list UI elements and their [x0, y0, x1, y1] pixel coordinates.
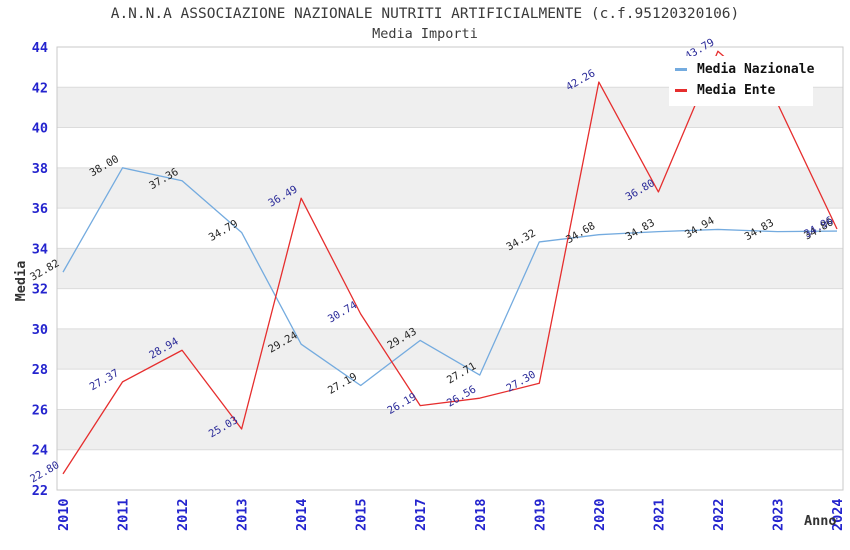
- x-axis-title: Anno: [804, 513, 837, 529]
- legend-item-media-nazionale: Media Nazionale: [675, 59, 814, 80]
- y-axis-title: Media: [13, 260, 29, 302]
- y-tick-label: 40: [32, 121, 48, 137]
- y-tick-label: 44: [32, 40, 48, 56]
- band: [57, 328, 843, 370]
- y-tick-label: 28: [32, 362, 48, 378]
- x-tick-label: 2021: [651, 498, 667, 531]
- point-label: 27.37: [88, 367, 121, 393]
- y-tick-label: 22: [32, 483, 48, 499]
- point-label: 27.19: [326, 371, 359, 397]
- y-tick-label: 26: [32, 402, 48, 418]
- y-tick-label: 34: [32, 241, 48, 257]
- point-label: 34.79: [207, 218, 240, 244]
- x-tick-label: 2018: [473, 498, 489, 531]
- legend-label-ente: Media Ente: [697, 83, 776, 98]
- point-label: 34.83: [743, 217, 776, 243]
- x-tick-label: 2013: [235, 498, 251, 531]
- point-label: 22.80: [28, 459, 61, 485]
- x-tick-label: 2017: [413, 498, 429, 531]
- y-tick-label: 36: [32, 201, 48, 217]
- x-tick-label: 2014: [294, 498, 310, 531]
- chart-subtitle: Media Importi: [372, 26, 478, 42]
- point-label: 27.30: [504, 368, 537, 394]
- band: [57, 409, 843, 450]
- x-tick-label: 2012: [175, 498, 191, 531]
- band: [57, 248, 843, 289]
- x-tick-label: 2019: [532, 498, 548, 531]
- x-tick-label: 2024: [830, 498, 846, 531]
- legend: Media Nazionale Media Ente: [669, 56, 814, 106]
- legend-label-nazionale: Media Nazionale: [697, 62, 815, 77]
- x-tick-label: 2011: [116, 498, 132, 531]
- point-label: 34.68: [564, 220, 597, 246]
- legend-swatch-nazionale-icon: [675, 68, 687, 71]
- band: [57, 167, 843, 209]
- legend-item-media-ente: Media Ente: [675, 80, 807, 101]
- legend-swatch-ente-icon: [675, 89, 687, 92]
- point-label: 32.82: [28, 257, 61, 283]
- point-label: 34.83: [624, 217, 657, 243]
- point-label: 34.94: [683, 215, 716, 241]
- point-label: 34.96: [802, 214, 835, 240]
- point-label: 26.56: [445, 383, 478, 409]
- y-tick-label: 32: [32, 282, 48, 298]
- x-tick-label: 2022: [711, 498, 727, 531]
- y-tick-label: 38: [32, 161, 48, 177]
- x-tick-label: 2010: [56, 498, 72, 531]
- chart-title: A.N.N.A ASSOCIAZIONE NAZIONALE NUTRITI A…: [110, 6, 740, 22]
- y-tick-label: 42: [32, 80, 48, 96]
- series-line-media-nazionale: [62, 167, 838, 387]
- x-tick-label: 2020: [592, 498, 608, 531]
- x-tick-label: 2015: [354, 498, 370, 531]
- x-tick-label: 2023: [770, 498, 786, 531]
- y-tick-label: 30: [32, 322, 48, 338]
- y-tick-label: 24: [32, 443, 48, 459]
- point-label: 30.74: [326, 299, 359, 325]
- plot-border: [56, 46, 844, 491]
